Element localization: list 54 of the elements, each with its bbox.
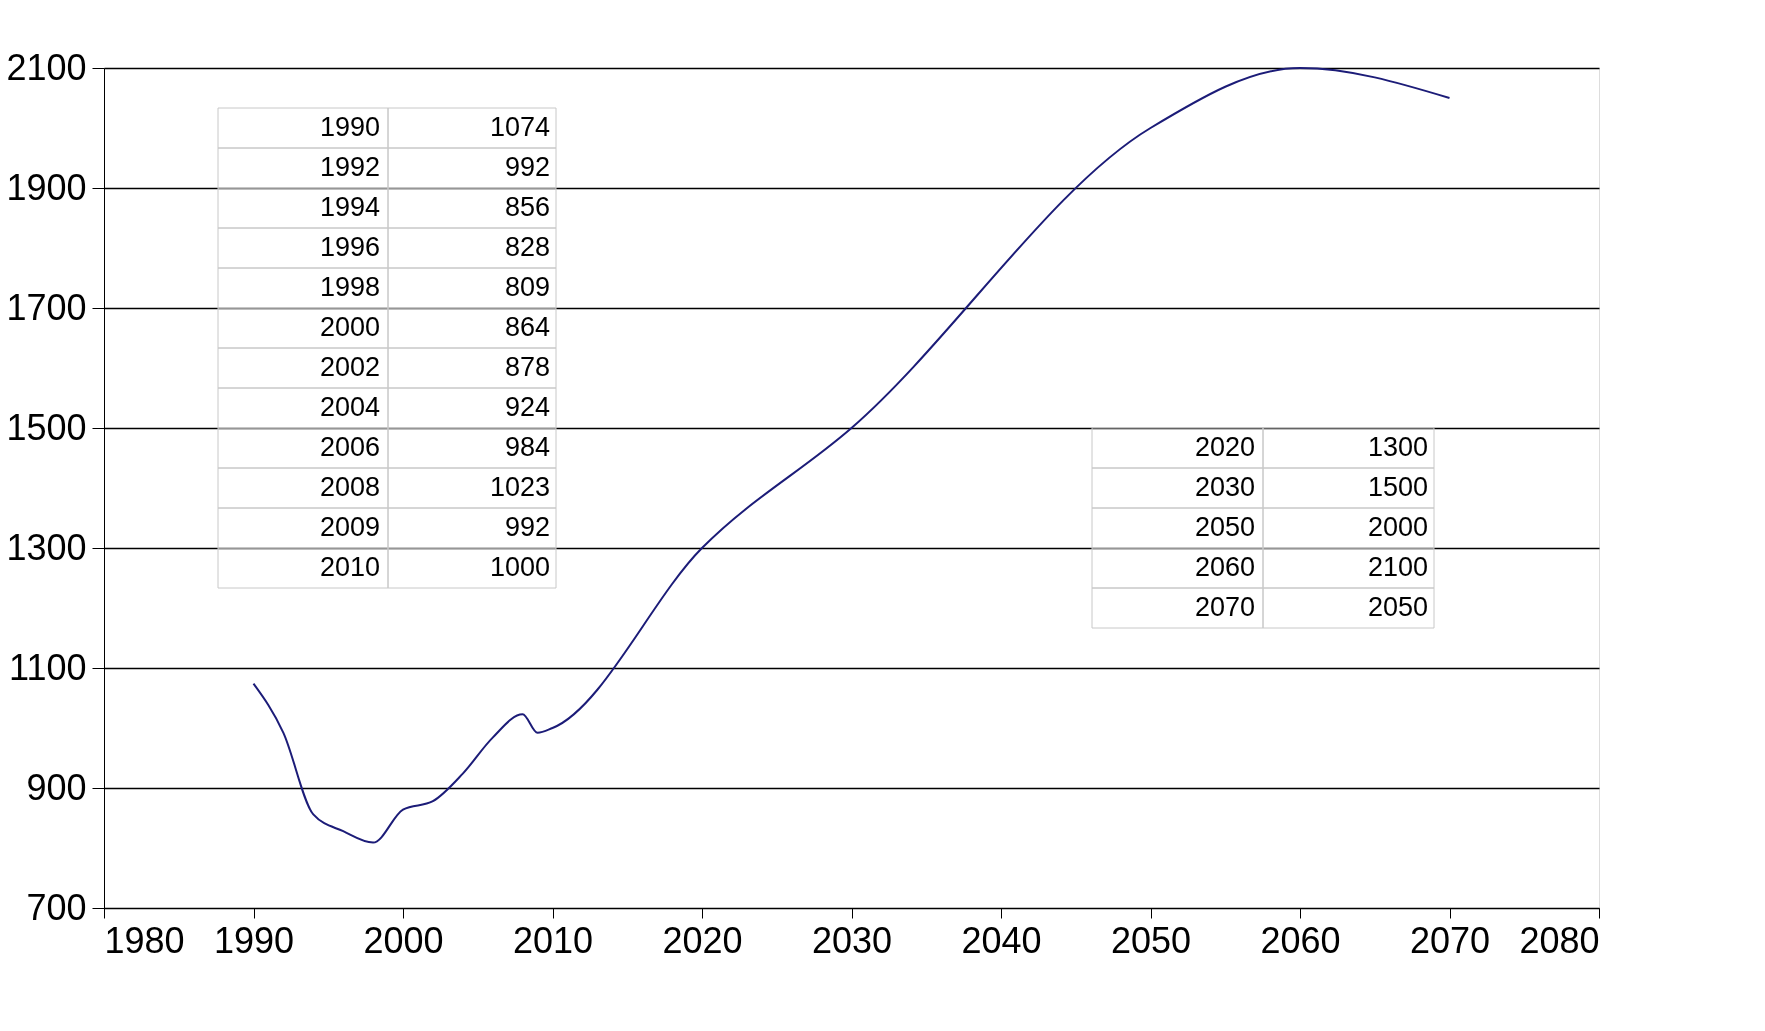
annotation: 878 xyxy=(504,352,550,382)
x-tick-label: 1990 xyxy=(213,919,295,961)
annotation: 828 xyxy=(504,232,550,262)
y-tick-label: 1900 xyxy=(6,166,87,208)
x-tick-label: 2060 xyxy=(1260,919,1341,961)
annotation: 856 xyxy=(504,192,550,222)
y-tick-label: 2100 xyxy=(6,46,87,88)
annotation: 809 xyxy=(504,272,550,302)
annotation: 1998 xyxy=(319,272,380,302)
annotation: 2100 xyxy=(1367,552,1428,582)
annotation: 2004 xyxy=(319,392,380,422)
y-tick-label: 900 xyxy=(26,766,87,808)
annotation: 864 xyxy=(504,312,550,342)
x-tick-label: 2080 xyxy=(1519,919,1600,961)
annotation: 1023 xyxy=(489,472,550,502)
annotation: 2002 xyxy=(319,352,380,382)
x-tick-label: 2050 xyxy=(1110,919,1192,961)
annotation: 2010 xyxy=(319,552,380,582)
y-tick-label: 1500 xyxy=(6,406,87,448)
annotation: 1074 xyxy=(489,112,550,142)
annotation: 2000 xyxy=(319,312,380,342)
annotation: 1300 xyxy=(1367,432,1428,462)
line-series xyxy=(252,67,1451,844)
annotation: 2070 xyxy=(1194,592,1255,622)
y-tick-label: 1700 xyxy=(6,286,87,328)
annotation: 2020 xyxy=(1194,432,1255,462)
x-tick-label: 1980 xyxy=(104,919,185,961)
annotation: 2050 xyxy=(1194,512,1255,542)
annotation: 924 xyxy=(504,392,550,422)
annotation: 992 xyxy=(504,152,550,182)
x-tick-label: 2040 xyxy=(961,919,1042,961)
y-tick-label: 700 xyxy=(26,886,87,928)
annotation: 1000 xyxy=(489,552,550,582)
annotation: 1990 xyxy=(319,112,380,142)
annotation: 1996 xyxy=(319,232,380,262)
y-tick-label: 1100 xyxy=(9,646,87,688)
annotation: 1992 xyxy=(319,152,380,182)
x-tick-label: 2070 xyxy=(1409,919,1491,961)
annotation: 2000 xyxy=(1367,512,1428,542)
annotation: 992 xyxy=(504,512,550,542)
annotation: 1994 xyxy=(319,192,380,222)
annotation: 2060 xyxy=(1194,552,1255,582)
x-tick-label: 2000 xyxy=(363,919,444,961)
annotation: 2050 xyxy=(1367,592,1428,622)
annotation: 2030 xyxy=(1194,472,1255,502)
y-tick-label: 1300 xyxy=(6,526,87,568)
x-tick-label: 2030 xyxy=(811,919,893,961)
x-tick-label: 2020 xyxy=(662,919,743,961)
annotation: 2008 xyxy=(319,472,380,502)
x-tick-label: 2010 xyxy=(512,919,594,961)
annotation: 2009 xyxy=(319,512,380,542)
annotation: 1500 xyxy=(1367,472,1428,502)
annotation: 984 xyxy=(504,432,550,462)
annotation: 2006 xyxy=(319,432,380,462)
